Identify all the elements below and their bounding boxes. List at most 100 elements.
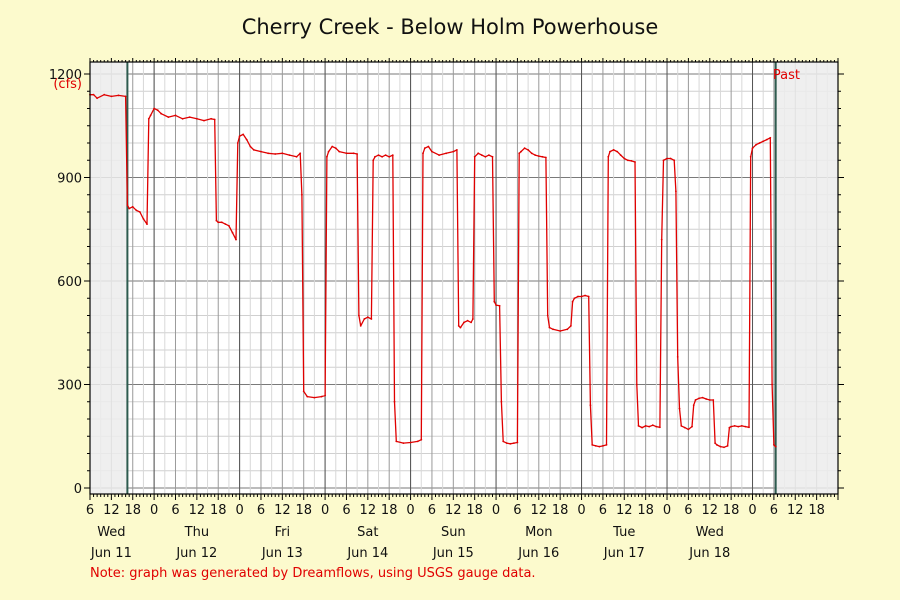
data-point: [299, 152, 302, 155]
data-point: [571, 300, 574, 303]
data-point: [281, 152, 284, 155]
data-point: [534, 154, 537, 157]
data-point: [338, 150, 341, 153]
data-point: [370, 318, 373, 320]
data-point: [635, 383, 638, 386]
data-point: [513, 442, 515, 444]
data-point: [146, 223, 148, 226]
data-point: [577, 295, 579, 298]
data-point: [334, 147, 337, 150]
x-tick-label: 12: [103, 503, 120, 518]
data-point: [124, 95, 127, 98]
data-point: [313, 396, 316, 399]
data-point: [456, 149, 458, 151]
data-point: [431, 150, 433, 153]
x-tick-label: 18: [466, 503, 483, 518]
data-point: [391, 154, 394, 157]
x-date-label: Jun 12: [175, 546, 217, 561]
data-point: [224, 223, 227, 226]
data-point: [602, 445, 604, 447]
data-point: [422, 152, 424, 155]
data-point: [591, 444, 594, 446]
data-point: [769, 136, 772, 139]
data-point: [320, 395, 323, 398]
day-lines: [126, 62, 839, 494]
x-day-label: Sat: [357, 525, 378, 540]
x-date-label: Jun 17: [603, 546, 645, 561]
data-point: [493, 300, 496, 303]
data-point: [345, 152, 348, 155]
data-point: [705, 398, 708, 400]
past-label: Past: [773, 68, 800, 83]
x-tick-label: 12: [616, 503, 633, 518]
x-tick-label: 6: [257, 503, 265, 518]
chart-title: Cherry Creek - Below Holm Powerhouse: [242, 15, 659, 39]
data-point: [726, 445, 729, 447]
x-tick-label: 0: [492, 503, 500, 518]
data-point: [327, 150, 330, 153]
data-point: [231, 231, 234, 234]
data-point: [641, 426, 643, 429]
data-point: [570, 325, 572, 327]
data-point: [771, 383, 773, 386]
y-tick-label: 600: [57, 275, 82, 290]
data-point: [644, 425, 647, 427]
data-point: [545, 156, 547, 159]
data-point: [358, 314, 360, 317]
data-point: [149, 114, 152, 117]
y-tick-label: 1200: [49, 68, 82, 83]
data-point: [131, 205, 134, 208]
data-point: [359, 325, 362, 327]
data-point: [438, 154, 440, 157]
data-point: [203, 119, 205, 122]
data-point: [516, 441, 519, 444]
x-tick-label: 6: [599, 503, 607, 518]
x-tick-label: 6: [86, 503, 94, 518]
data-point: [117, 94, 120, 97]
data-point: [546, 314, 549, 317]
x-tick-label: 6: [342, 503, 350, 518]
data-point: [502, 440, 505, 443]
shaded-region-left: [90, 62, 128, 494]
data-point: [484, 155, 487, 158]
data-point: [220, 221, 223, 224]
data-point: [651, 424, 654, 427]
data-point: [691, 425, 693, 428]
data-point: [326, 155, 328, 158]
data-point: [580, 295, 583, 298]
x-day-label: Sun: [441, 525, 466, 540]
x-date-label: Jun 16: [517, 546, 559, 561]
data-point: [409, 441, 412, 444]
x-tick-label: 12: [360, 503, 377, 518]
data-point: [388, 155, 391, 158]
data-point: [612, 149, 615, 151]
data-point: [723, 446, 725, 449]
data-point: [552, 328, 554, 331]
data-point: [609, 150, 611, 153]
data-point: [331, 145, 334, 148]
shaded-regions: [90, 62, 838, 494]
data-point: [352, 152, 355, 155]
data-point: [619, 154, 622, 157]
data-point: [530, 152, 533, 155]
x-day-label: Thu: [184, 525, 209, 540]
data-point: [683, 426, 686, 429]
x-day-label: Wed: [97, 525, 125, 540]
data-point: [541, 155, 544, 158]
data-point: [160, 112, 163, 115]
x-tick-label: 0: [235, 503, 243, 518]
data-point: [662, 159, 665, 162]
x-tick-label: 12: [274, 503, 291, 518]
data-point: [634, 161, 636, 163]
data-point: [680, 425, 683, 427]
data-point: [749, 155, 752, 158]
data-point: [616, 150, 619, 153]
data-point: [295, 155, 298, 158]
x-tick-label: 12: [189, 503, 206, 518]
x-date-label: Jun 18: [688, 546, 730, 561]
data-point: [139, 211, 141, 213]
data-point: [306, 395, 309, 398]
data-point: [548, 326, 551, 329]
data-point: [92, 93, 95, 96]
data-point: [537, 155, 540, 158]
